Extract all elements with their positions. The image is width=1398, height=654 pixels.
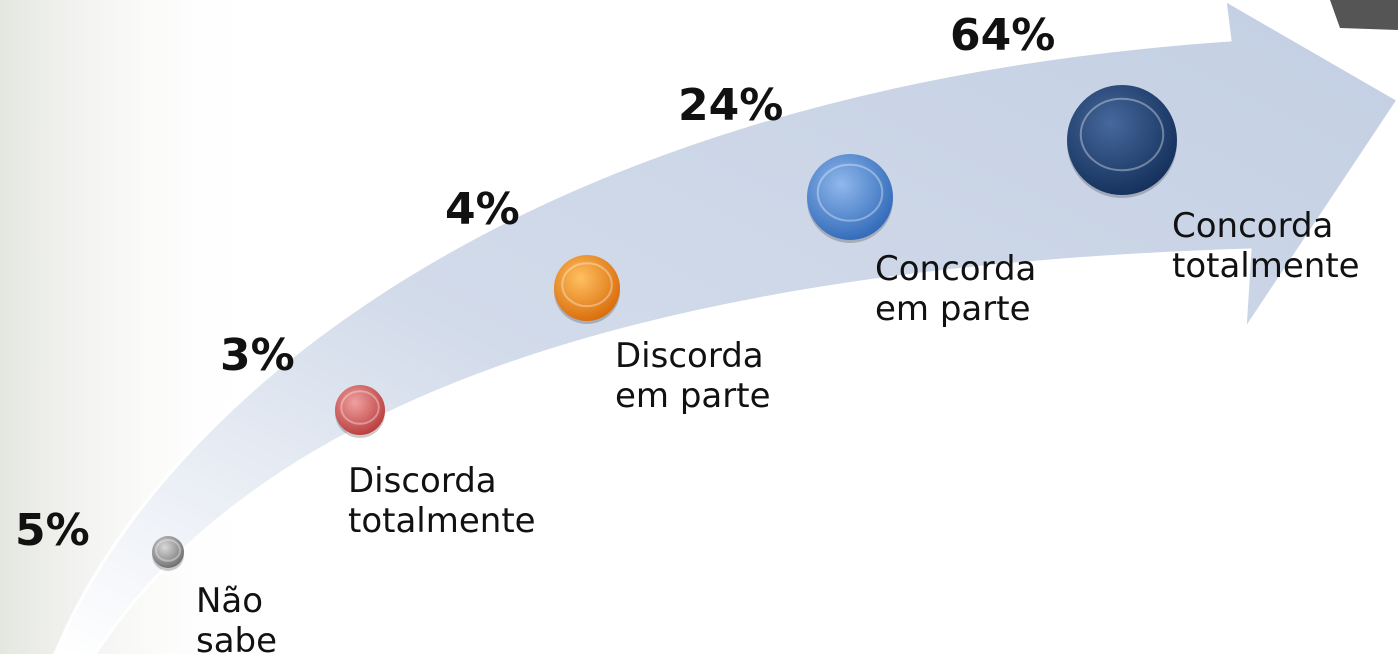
label: Discorda xyxy=(348,461,497,501)
percent: 64% xyxy=(950,10,1055,61)
bullet xyxy=(335,385,385,435)
bullet xyxy=(1067,85,1177,195)
label: Discorda xyxy=(615,336,764,376)
bullet xyxy=(807,154,893,240)
label: sabe xyxy=(196,621,277,654)
bullet xyxy=(554,255,620,321)
label: Concorda xyxy=(1172,206,1333,246)
bullet-highlight xyxy=(561,262,613,308)
label: Não xyxy=(196,581,263,621)
percent: 24% xyxy=(678,80,783,131)
items: 5%Nãosabe3%Discordatotalmente4%Discordae… xyxy=(15,10,1360,654)
bullet-highlight xyxy=(155,539,181,562)
label: Concorda xyxy=(875,249,1036,289)
label: em parte xyxy=(615,376,771,416)
bullet-highlight xyxy=(340,390,380,425)
arrow xyxy=(53,0,1398,654)
percent: 5% xyxy=(15,505,90,556)
percent: 3% xyxy=(220,330,295,381)
percent: 4% xyxy=(445,184,520,235)
label: em parte xyxy=(875,289,1031,329)
label: totalmente xyxy=(1172,246,1360,286)
label: totalmente xyxy=(348,501,536,541)
bullet-highlight xyxy=(1079,97,1165,172)
corner-image xyxy=(1330,0,1398,30)
bullet-highlight xyxy=(816,163,884,222)
bullet xyxy=(152,536,184,568)
